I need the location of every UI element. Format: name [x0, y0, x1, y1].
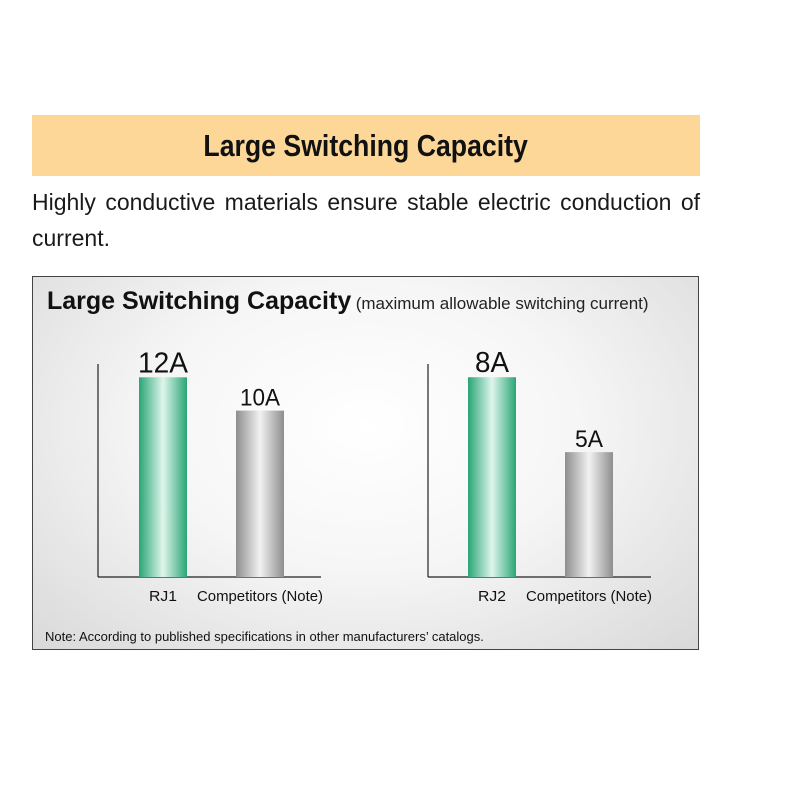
header-banner: Large Switching Capacity — [32, 115, 700, 176]
panel-subtitle: (maximum allowable switching current) — [355, 294, 649, 313]
bar-charts: 12A RJ1 10A Competitors (Note) 8A RJ2 5A Compet… — [97, 347, 652, 605]
chart-1-category-label-2: Competitors (Note) — [197, 588, 323, 605]
panel-title-row: Large Switching Capacity (maximum allowa… — [47, 287, 649, 316]
chart-1-bar-2 — [236, 410, 284, 577]
chart-2-bar-1 — [468, 377, 516, 577]
chart-2-category-label-2: Competitors (Note) — [526, 588, 652, 605]
chart-panel: Large Switching Capacity (maximum allowa… — [32, 276, 699, 650]
chart-1-data-label-1: 12A — [138, 347, 189, 379]
panel-title: Large Switching Capacity — [47, 287, 352, 315]
chart-1-category-label-1: RJ1 — [149, 588, 177, 605]
chart-2-category-label-1: RJ2 — [478, 588, 506, 605]
chart-2-data-label-2: 5A — [575, 426, 603, 453]
chart-1-bar-1 — [139, 377, 187, 577]
banner-title: Large Switching Capacity — [203, 127, 529, 163]
chart-1-data-label-2: 10A — [240, 385, 280, 412]
footnote: Note: According to published specificati… — [45, 629, 484, 644]
description-text: Highly conductive materials ensure stabl… — [32, 189, 700, 251]
chart-2-data-label-1: 8A — [475, 347, 510, 379]
chart-2-bar-2 — [565, 452, 613, 577]
